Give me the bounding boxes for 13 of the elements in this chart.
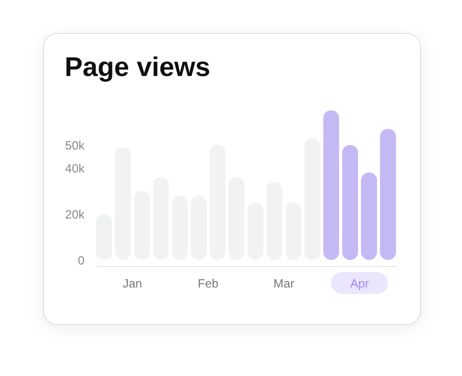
y-tick-label: 0 (78, 254, 85, 268)
chart-title: Page views (64, 52, 210, 82)
x-tick-label: Apr (350, 276, 369, 290)
bar (380, 128, 396, 260)
y-tick-label: 50k (65, 138, 86, 152)
bar (360, 172, 378, 260)
bar (323, 110, 340, 260)
y-tick-label: 40k (65, 161, 86, 176)
y-tick-label: 20k (65, 207, 86, 222)
x-tick-label: Feb (198, 276, 219, 290)
x-tick-label: Mar (274, 276, 294, 290)
bar (342, 144, 358, 260)
x-tick-label: Jan (122, 276, 142, 290)
